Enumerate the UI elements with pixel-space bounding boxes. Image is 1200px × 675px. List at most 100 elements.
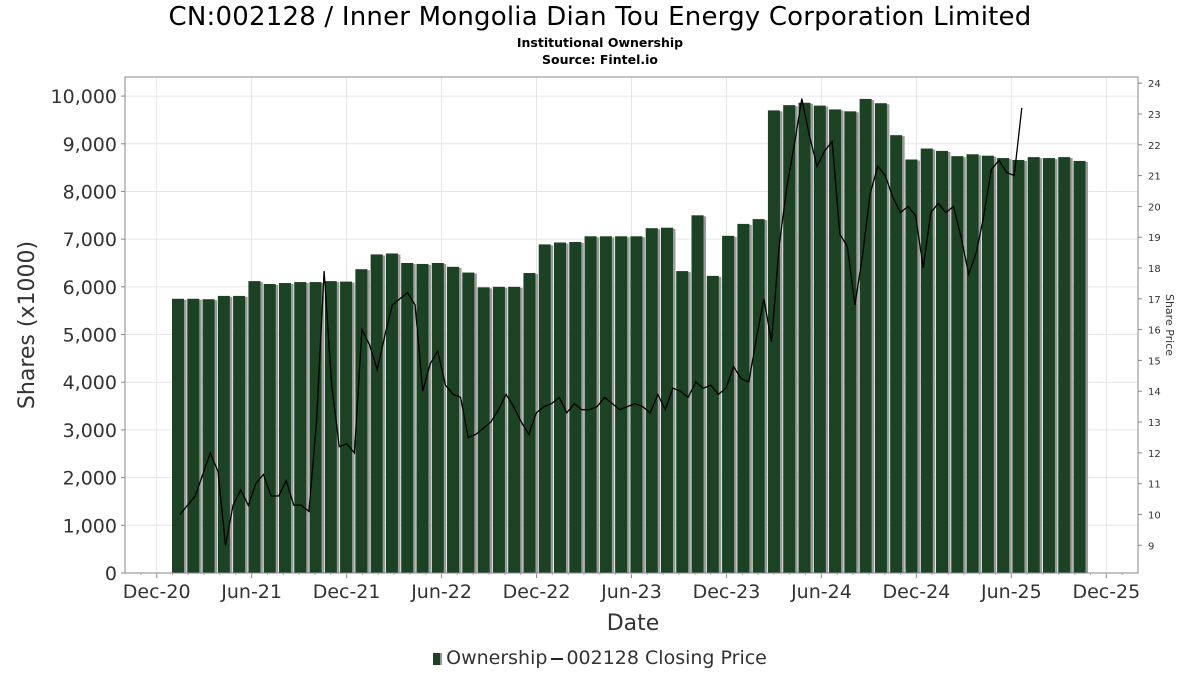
ownership-bar <box>920 148 933 574</box>
ownership-bar <box>997 158 1010 574</box>
ownership-bar <box>431 263 444 573</box>
ownership-bar <box>233 295 246 573</box>
x-tick-label: Jun-24 <box>790 581 852 603</box>
ownership-bar <box>554 242 566 573</box>
ownership-bar <box>263 283 276 573</box>
y2-tick-label: 20 <box>1148 202 1161 213</box>
x-tick-label: Dec-23 <box>693 581 761 603</box>
y-tick-label: 7,000 <box>63 229 117 251</box>
ownership-bar <box>416 263 429 573</box>
ownership-bar <box>829 109 842 573</box>
y2-tick-label: 9 <box>1148 541 1154 552</box>
ownership-bar <box>202 299 215 573</box>
y2-tick-label: 11 <box>1148 480 1161 491</box>
ownership-bar <box>1073 160 1086 573</box>
y2-tick-label: 14 <box>1148 387 1161 398</box>
y2-tick-label: 23 <box>1148 110 1161 121</box>
ownership-bar <box>676 271 689 573</box>
chart-source: Source: Fintel.io <box>542 52 658 67</box>
ownership-bar <box>859 98 872 573</box>
y2-tick-label: 21 <box>1148 172 1161 183</box>
price-line <box>179 98 1023 546</box>
ownership-bar <box>447 266 460 573</box>
ownership-bar <box>584 236 597 574</box>
ownership-legend-swatch <box>433 652 443 665</box>
y-tick-label: 6,000 <box>63 277 117 299</box>
ownership-bar <box>966 154 979 573</box>
ownership-bar <box>1058 157 1071 573</box>
ownership-bar <box>187 298 200 573</box>
ownership-bar <box>813 105 826 573</box>
ownership-bar <box>874 103 887 573</box>
y-axis-label: Shares (x1000) <box>15 241 40 409</box>
x-tick-label: Dec-24 <box>883 581 951 603</box>
ownership-bar <box>722 235 735 574</box>
x-tick-label: Jun-25 <box>980 581 1042 603</box>
ownership-bar <box>401 263 414 573</box>
ownership-bar <box>767 110 780 573</box>
y-tick-label: 5,000 <box>63 325 117 347</box>
y2-tick-label: 19 <box>1148 233 1161 244</box>
ownership-bar <box>691 215 704 574</box>
ownership-bar <box>462 272 475 573</box>
ownership-bar <box>752 219 765 573</box>
price-line-layer <box>179 98 1023 546</box>
ownership-bar <box>324 281 337 573</box>
ownership-bar <box>936 150 948 573</box>
ownership-bar <box>783 105 796 573</box>
ownership-bar <box>172 298 184 573</box>
x-axis-label: Date <box>607 611 660 636</box>
axes-layer: 0 1,000 2,000 3,000 4,000 5,000 6,000 7,000 8,00… <box>51 79 1161 603</box>
ownership-bar <box>798 102 811 573</box>
ownership-bar <box>569 242 582 573</box>
ownership-bar <box>248 281 261 573</box>
ownership-bar <box>1042 158 1055 574</box>
ownership-bar <box>523 273 536 573</box>
x-tick-label: Dec-25 <box>1072 581 1140 603</box>
x-tick-label: Dec-22 <box>503 581 571 603</box>
y2-tick-label: 16 <box>1148 326 1161 337</box>
chart-subtitle: Institutional Ownership <box>516 35 684 50</box>
ownership-bar <box>538 244 551 573</box>
ownership-bar <box>844 111 857 573</box>
y-tick-label: 0 <box>105 563 117 585</box>
ownership-bar <box>981 155 994 573</box>
ownership-bar <box>477 287 490 573</box>
ownership-legend-label: Ownership <box>446 647 548 669</box>
ownership-bar <box>645 228 658 573</box>
y2-tick-label: 15 <box>1148 356 1161 367</box>
price-legend-label: 002128 Closing Price <box>566 647 767 669</box>
x-tick-label: Dec-20 <box>123 581 191 603</box>
legend: Ownership 002128 Closing Price <box>0 647 1200 669</box>
y-tick-label: 4,000 <box>63 372 117 394</box>
ownership-bar <box>615 236 628 574</box>
ownership-bar <box>385 253 398 573</box>
ownership-bar <box>1012 159 1025 573</box>
x-tick-label: Jun-23 <box>600 581 662 603</box>
ownership-bar <box>294 282 307 573</box>
y2-tick-label: 22 <box>1148 141 1161 152</box>
y-tick-label: 9,000 <box>63 134 117 156</box>
ownership-bar <box>278 283 291 573</box>
y2-axis-label: Share Price <box>1163 294 1176 356</box>
y2-tick-label: 12 <box>1148 449 1161 460</box>
ownership-bar <box>355 269 368 573</box>
y-tick-label: 3,000 <box>63 420 117 442</box>
y2-tick-label: 18 <box>1148 264 1161 275</box>
y-tick-label: 10,000 <box>51 86 117 108</box>
y2-tick-label: 10 <box>1148 510 1161 521</box>
x-tick-label: Dec-21 <box>313 581 381 603</box>
ownership-bar <box>492 286 505 573</box>
y2-tick-label: 17 <box>1148 295 1161 306</box>
y-tick-label: 8,000 <box>63 181 117 203</box>
ownership-bar <box>508 286 521 573</box>
bars-layer <box>172 98 1089 574</box>
ownership-bar <box>706 275 719 573</box>
y2-tick-label: 13 <box>1148 418 1161 429</box>
ownership-bar <box>905 159 918 573</box>
ownership-bar <box>737 223 750 573</box>
chart-title: CN:002128 / Inner Mongolia Dian Tou Ener… <box>168 2 1032 32</box>
ownership-bar <box>370 254 383 573</box>
y2-tick-label: 24 <box>1148 79 1161 90</box>
